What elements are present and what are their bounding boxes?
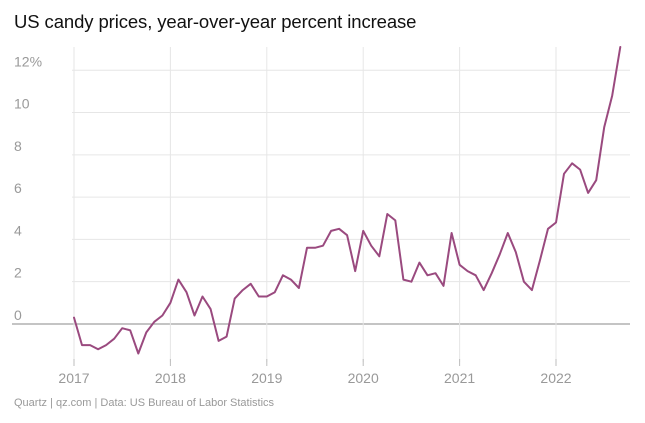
y-axis-tick-labels: 12% 10 8 6 4 2 0 — [14, 53, 42, 323]
x-axis-tick-labels: 2017 2018 2019 2020 2021 2022 — [58, 370, 571, 386]
y-tick-label: 0 — [14, 307, 22, 323]
x-tick-label: 2022 — [540, 370, 571, 386]
y-tick-label: 10 — [14, 96, 30, 112]
series-line — [73, 46, 622, 355]
y-tick-label: 8 — [14, 138, 22, 154]
x-tick-label: 2021 — [444, 370, 475, 386]
x-tick-label: 2019 — [251, 370, 282, 386]
y-gridlines — [12, 69, 630, 325]
y-tick-label: 2 — [14, 265, 22, 281]
y-tick-label: 6 — [14, 180, 22, 196]
x-tick-label: 2020 — [348, 370, 379, 386]
y-tick-label: 4 — [14, 222, 22, 238]
x-tick-label: 2017 — [58, 370, 89, 386]
x-tick-label: 2018 — [155, 370, 186, 386]
source-footer: Quartz | qz.com | Data: US Bureau of Lab… — [14, 397, 275, 409]
chart-title: US candy prices, year-over-year percent … — [14, 11, 417, 32]
y-tick-label: 12% — [14, 53, 42, 69]
x-gridlines — [73, 47, 557, 366]
series-group — [73, 46, 622, 355]
